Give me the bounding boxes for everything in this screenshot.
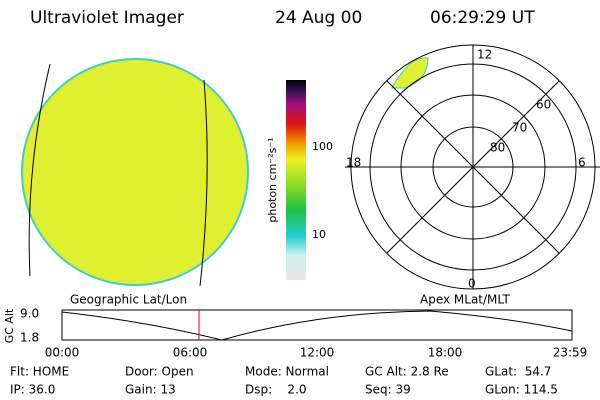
title: Ultraviolet Imager	[30, 8, 184, 28]
status-field: Dsp: 2.0	[245, 383, 307, 397]
colorbar-tick: 100	[312, 140, 333, 153]
clock-label: 0	[468, 277, 476, 291]
ring-label: 80	[490, 141, 505, 155]
clock-label: 6	[578, 156, 586, 170]
ring-label: 70	[512, 121, 527, 135]
x-tick-label: 18:00	[428, 346, 463, 360]
status-field: Mode: Normal	[245, 365, 329, 379]
status-field: GLon: 114.5	[485, 383, 558, 397]
x-tick-label: 23:59	[553, 346, 588, 360]
y-tick-label: 1.8	[20, 331, 39, 345]
panel-title: Apex MLat/MLT	[420, 293, 510, 307]
date: 24 Aug 00	[275, 8, 362, 28]
status-field: Gain: 13	[125, 383, 176, 397]
colorbar-label: photon cm⁻²s⁻¹	[266, 137, 279, 222]
status-field: GLat: 54.7	[485, 365, 551, 379]
status-field: Seq: 39	[365, 383, 411, 397]
plot-frame	[61, 309, 573, 341]
clock-label: 12	[477, 48, 492, 62]
panel-title: Geographic Lat/Lon	[70, 293, 187, 307]
status-field: Door: Open	[125, 365, 194, 379]
colorbar-tick: 10	[312, 228, 326, 241]
y-tick-label: 9.0	[20, 307, 39, 321]
image-disk	[21, 58, 249, 287]
time: 06:29:29 UT	[430, 8, 535, 28]
polar-grid	[345, 44, 600, 290]
status-field: Flt: HOME	[10, 365, 69, 379]
clock-label: 18	[346, 156, 361, 170]
status-field: GC Alt: 2.8 Re	[365, 365, 449, 379]
colorbar	[286, 80, 306, 280]
status-field: IP: 36.0	[10, 383, 55, 397]
x-tick-label: 12:00	[300, 346, 335, 360]
axis-label: GC Alt	[3, 308, 16, 343]
altitude-curve	[61, 310, 573, 341]
status: Flt: HOME Door: Open Mode: Normal GC Alt: 2…	[10, 365, 558, 397]
x-tick-label: 00:00	[45, 346, 80, 360]
ring-label: 60	[536, 98, 551, 112]
x-tick-label: 06:00	[173, 346, 208, 360]
